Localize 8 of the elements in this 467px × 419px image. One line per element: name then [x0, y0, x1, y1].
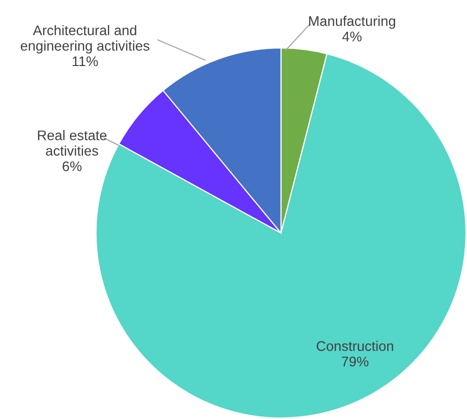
slice-label: Construction — [316, 340, 394, 351]
data-label: 6% — [62, 161, 82, 172]
slice-label: Manufacturing — [309, 16, 396, 29]
data-label: 4% — [342, 32, 362, 42]
data-label: 11% — [72, 56, 98, 66]
data-label: 79% — [342, 356, 368, 366]
slice-label: Architectural and engineering activities — [20, 25, 150, 54]
slice-label: Real estate activities — [38, 130, 107, 156]
